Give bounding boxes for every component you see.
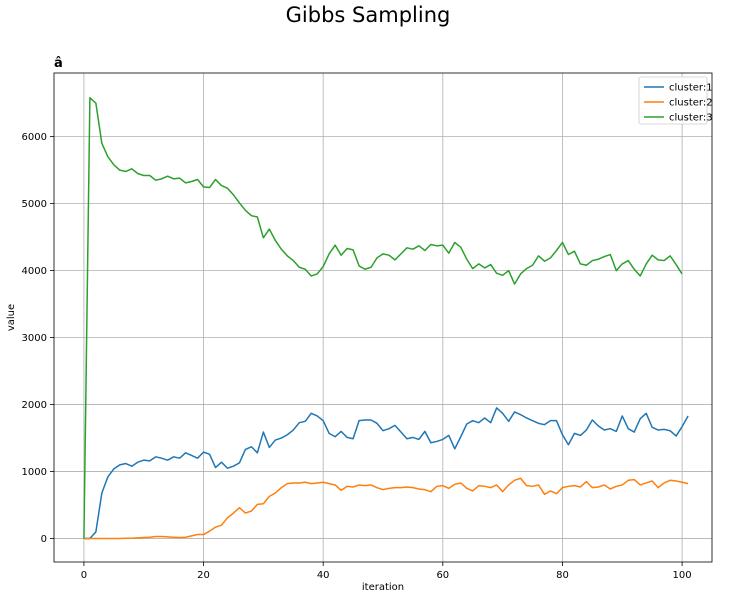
- legend-label: cluster:3: [669, 113, 713, 124]
- legend-box: [638, 76, 708, 125]
- legend-label: cluster:2: [669, 98, 713, 109]
- legend: cluster:1 cluster:2 cluster:3: [638, 76, 713, 125]
- x-tick-label: 20: [197, 570, 210, 581]
- gridlines: [54, 73, 712, 562]
- y-tick-label: 0: [41, 534, 47, 545]
- legend-label: cluster:1: [669, 83, 713, 94]
- x-tick-label: 100: [673, 570, 692, 581]
- axes-title: â: [54, 56, 63, 71]
- y-axis-ticks: 0 1000 2000 3000 4000 5000 6000: [22, 132, 54, 545]
- figure-suptitle: Gibbs Sampling: [286, 3, 451, 27]
- y-tick-label: 4000: [22, 266, 47, 277]
- x-tick-label: 60: [436, 570, 449, 581]
- series-line-cluster-2: [83, 477, 689, 540]
- x-tick-label: 0: [81, 570, 87, 581]
- series-line-cluster-3: [83, 97, 683, 539]
- series-line-cluster-1: [83, 407, 689, 540]
- x-tick-label: 80: [556, 570, 569, 581]
- y-tick-label: 1000: [22, 467, 47, 478]
- y-tick-label: 3000: [22, 333, 47, 344]
- y-tick-label: 2000: [22, 400, 47, 411]
- x-axis-ticks: 0 20 40 60 80 100: [81, 562, 692, 581]
- series-lines: [83, 97, 689, 540]
- y-tick-label: 6000: [22, 132, 47, 143]
- x-axis-label: iteration: [362, 582, 404, 593]
- y-axis-label: value: [6, 304, 17, 331]
- y-tick-label: 5000: [22, 199, 47, 210]
- x-tick-label: 40: [317, 570, 330, 581]
- plot-frame: [53, 72, 713, 563]
